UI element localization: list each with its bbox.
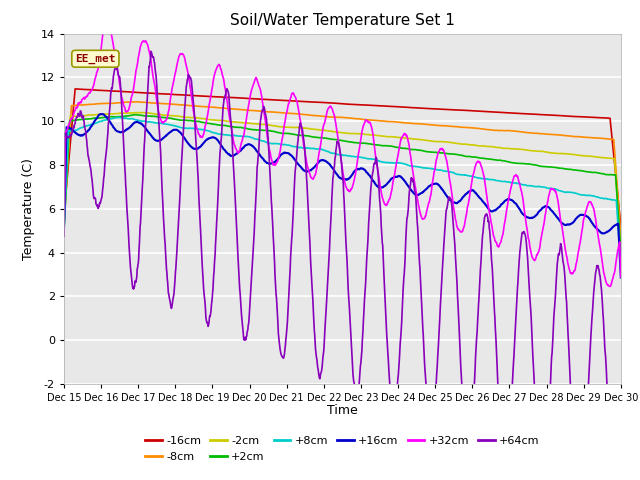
-16cm [318,99,326,105]
-16cm [60,212,68,217]
X-axis label: Time: Time [327,405,358,418]
+64cm [147,48,155,54]
-2cm [297,125,305,131]
-2cm [617,244,625,250]
+64cm [308,286,316,291]
+16cm [60,223,68,229]
-2cm [60,222,68,228]
Line: -16cm: -16cm [64,89,621,226]
+32cm [617,274,625,280]
+8cm [126,116,134,122]
+8cm [308,146,316,152]
+2cm [126,113,134,119]
+16cm [617,275,625,280]
+16cm [378,185,385,191]
+64cm [103,139,111,145]
+2cm [318,135,326,141]
-16cm [71,86,79,92]
-8cm [617,232,625,238]
+16cm [318,157,326,163]
Line: +8cm: +8cm [64,118,621,267]
Line: -8cm: -8cm [64,102,621,235]
+16cm [297,164,305,169]
+32cm [378,189,385,195]
-16cm [104,88,111,94]
Text: EE_met: EE_met [75,54,116,64]
Line: +32cm: +32cm [64,24,621,287]
-2cm [378,133,385,139]
-16cm [297,98,305,104]
-8cm [297,111,305,117]
+32cm [606,284,614,289]
-2cm [308,126,316,132]
Line: +64cm: +64cm [64,51,621,480]
+2cm [617,249,625,255]
+8cm [617,264,625,270]
+16cm [126,124,134,130]
-8cm [103,100,111,106]
-8cm [126,99,134,105]
Y-axis label: Temperature (C): Temperature (C) [22,158,35,260]
+16cm [104,115,111,121]
-16cm [378,103,385,109]
+8cm [60,228,68,234]
+2cm [132,112,140,118]
+2cm [297,132,305,138]
+2cm [378,143,385,148]
Line: +2cm: +2cm [64,115,621,252]
+2cm [308,134,316,140]
-8cm [308,113,316,119]
+8cm [114,115,122,120]
-8cm [318,113,326,119]
-2cm [138,109,145,115]
Line: +16cm: +16cm [64,114,621,277]
+32cm [103,23,111,29]
+32cm [308,176,316,181]
-8cm [378,118,385,124]
+16cm [308,166,316,172]
+32cm [60,234,68,240]
-2cm [318,128,326,133]
+64cm [318,364,326,370]
+8cm [378,159,385,165]
+16cm [99,111,106,117]
+64cm [60,233,68,239]
Title: Soil/Water Temperature Set 1: Soil/Water Temperature Set 1 [230,13,455,28]
+64cm [378,223,385,228]
+2cm [60,228,68,233]
Line: -2cm: -2cm [64,112,621,247]
-16cm [126,89,134,95]
+64cm [126,254,134,260]
+32cm [104,22,111,27]
Legend: -16cm, -8cm, -2cm, +2cm, +8cm, +16cm, +32cm, +64cm: -16cm, -8cm, -2cm, +2cm, +8cm, +16cm, +3… [141,432,544,466]
-16cm [308,99,316,105]
+32cm [126,101,134,107]
+64cm [297,120,305,126]
+8cm [103,117,111,123]
+32cm [318,131,326,136]
+2cm [103,114,111,120]
-2cm [126,110,134,116]
-16cm [617,223,625,228]
+8cm [297,144,305,150]
-8cm [60,220,68,226]
-2cm [103,111,111,117]
-8cm [134,99,141,105]
+32cm [297,119,305,125]
+8cm [318,147,326,153]
+64cm [617,453,625,459]
